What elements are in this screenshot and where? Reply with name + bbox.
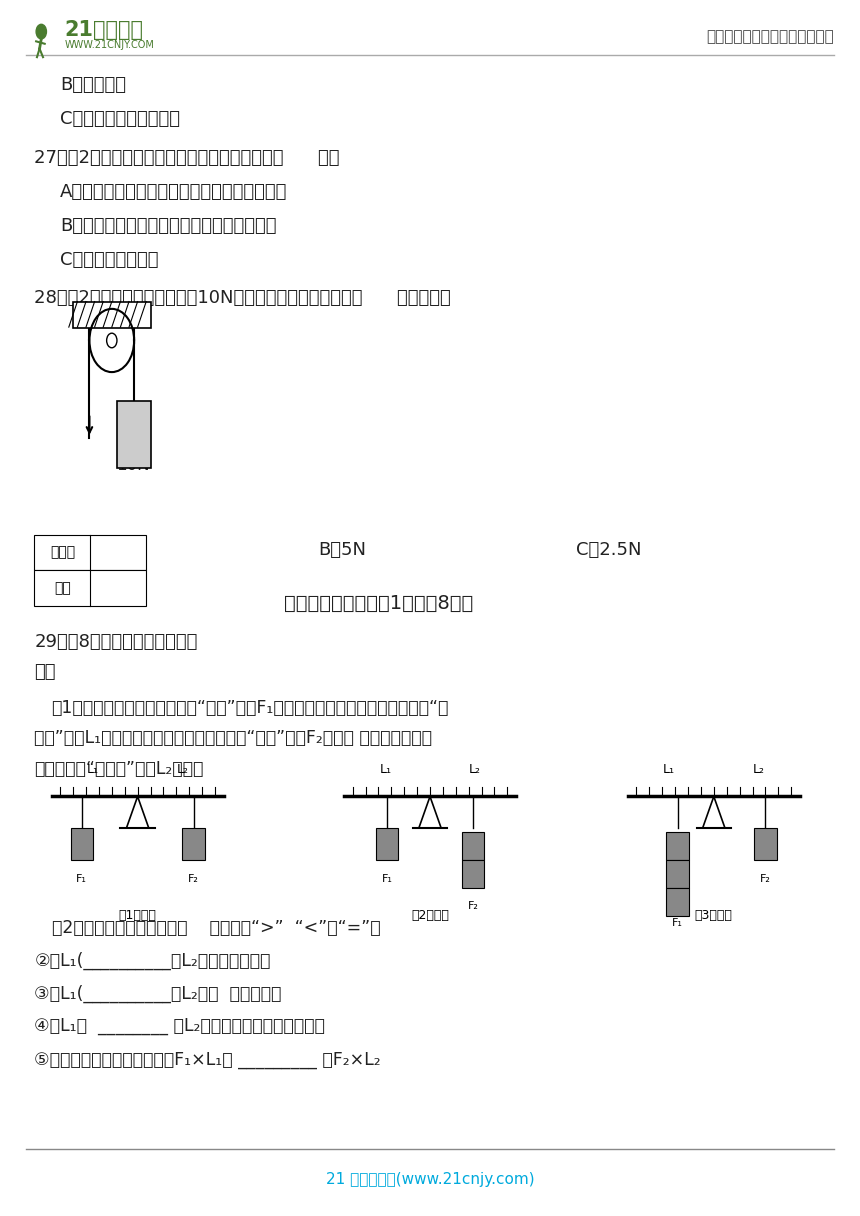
- Text: B．5N: B．5N: [318, 541, 366, 558]
- Bar: [666, 860, 689, 888]
- Text: 第2次实验: 第2次实验: [411, 910, 449, 922]
- Text: ④当L₁（  ________ ）L₂时，杠杆不省力也不费力。: ④当L₁（ ________ ）L₂时，杠杆不省力也不费力。: [34, 1018, 325, 1035]
- Bar: [73, 302, 150, 328]
- Bar: [666, 832, 689, 860]
- Text: L₁: L₁: [87, 764, 99, 776]
- Text: 四、实验探究题（共1题；共8分）: 四、实验探究题（共1题；共8分）: [284, 593, 473, 613]
- Bar: [71, 828, 93, 860]
- Text: 的距离看作“动力臂”，用L₂表示。: 的距离看作“动力臂”，用L₂表示。: [34, 760, 204, 777]
- Text: 得分: 得分: [54, 581, 71, 595]
- Text: （1）把杠杆尺左边的钉码看作“阻力”，用F₁表示；把阻力点到支点的距离看作“阻: （1）把杠杆尺左边的钉码看作“阻力”，用F₁表示；把阻力点到支点的距离看作“阻: [52, 699, 449, 716]
- Text: A．10N: A．10N: [60, 541, 120, 558]
- Text: 阅卷人: 阅卷人: [50, 546, 75, 559]
- Text: ③当L₁(__________）L₂时，  杠杆费力。: ③当L₁(__________）L₂时， 杠杆费力。: [34, 984, 282, 1003]
- Text: A．把木板中的一颗钉子拔出来，可以用起钉锤: A．把木板中的一颗钉子拔出来，可以用起钉锤: [60, 184, 287, 201]
- Text: F₁: F₁: [673, 918, 683, 928]
- Bar: [462, 832, 484, 860]
- Text: B．环境因素: B．环境因素: [60, 77, 126, 94]
- Text: 第3次实验: 第3次实验: [695, 910, 733, 922]
- Text: L₁: L₁: [663, 764, 675, 776]
- Text: C．斜面都是省力的: C．斜面都是省力的: [60, 252, 159, 269]
- Text: F₂: F₂: [468, 901, 478, 911]
- Text: ⑤杠杆平衡，满足的条件是：F₁×L₁（ _________ ）F₂×L₂: ⑤杠杆平衡，满足的条件是：F₁×L₁（ _________ ）F₂×L₂: [34, 1052, 381, 1069]
- Text: 21 世纪教育网(www.21cnjy.com): 21 世纪教育网(www.21cnjy.com): [326, 1172, 534, 1187]
- Text: 中小学教育资源及组卷应用平台: 中小学教育资源及组卷应用平台: [706, 29, 834, 44]
- Text: 29．（8分）探索：杠杆的秘密: 29．（8分）探索：杠杆的秘密: [34, 634, 198, 651]
- Text: 第1次实验: 第1次实验: [119, 910, 157, 922]
- Bar: [462, 860, 484, 888]
- Circle shape: [36, 24, 46, 39]
- Text: （2）研讨后的发现。（在（    ）里填上“>”  “<”或“=”）: （2）研讨后的发现。（在（ ）里填上“>” “<”或“=”）: [52, 919, 380, 936]
- Text: L₂: L₂: [752, 764, 765, 776]
- Text: F₂: F₂: [760, 874, 771, 884]
- Bar: [117, 401, 151, 468]
- Bar: [182, 828, 205, 860]
- Text: 实验: 实验: [34, 664, 56, 681]
- Text: L₂: L₂: [176, 764, 188, 776]
- Text: F₂: F₂: [188, 874, 199, 884]
- Text: 力臂”，用L₁表示。把杠杆尺右边的钉码看作“动力”，用F₂表示； 把动力点到支点: 力臂”，用L₁表示。把杠杆尺右边的钉码看作“动力”，用F₂表示； 把动力点到支点: [34, 730, 433, 747]
- Bar: [34, 535, 146, 570]
- Text: L₂: L₂: [469, 764, 481, 776]
- Text: C．2.5N: C．2.5N: [576, 541, 642, 558]
- Text: 28．（2分）下图中吸起重力为10N的重物，左绳端大约需要（      ）的拉力。: 28．（2分）下图中吸起重力为10N的重物，左绳端大约需要（ ）的拉力。: [34, 289, 452, 306]
- Bar: [754, 828, 777, 860]
- Text: ②当L₁(__________）L₂时，杠杆省力。: ②当L₁(__________）L₂时，杠杆省力。: [34, 951, 271, 970]
- Text: WWW.21CNJY.COM: WWW.21CNJY.COM: [64, 40, 155, 50]
- Text: 27．（2分）关于简单机械，下列描述错误的是（      ）。: 27．（2分）关于简单机械，下列描述错误的是（ ）。: [34, 150, 340, 167]
- Text: 10N: 10N: [116, 456, 150, 473]
- Text: C．遗传因素和环境因素: C．遗传因素和环境因素: [60, 111, 181, 128]
- Text: B．用筷子夹菜时不仅方便，而且还可以省力: B．用筷子夹菜时不仅方便，而且还可以省力: [60, 218, 277, 235]
- Text: L₁: L₁: [379, 764, 391, 776]
- Text: F₁: F₁: [77, 874, 87, 884]
- Text: F₁: F₁: [382, 874, 392, 884]
- Bar: [376, 828, 398, 860]
- Text: 21世纪教育: 21世纪教育: [64, 21, 144, 40]
- Bar: [34, 570, 146, 606]
- Bar: [666, 888, 689, 916]
